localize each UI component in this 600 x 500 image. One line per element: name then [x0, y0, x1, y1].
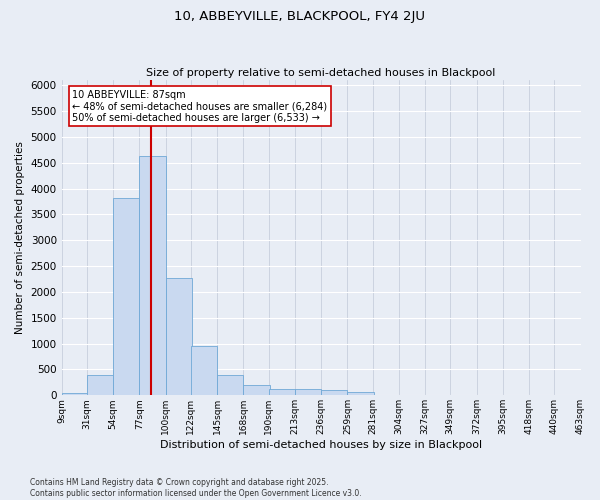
Bar	[347, 392, 374, 396]
Bar	[139, 156, 166, 396]
Bar	[244, 385, 269, 396]
Bar	[295, 390, 321, 396]
Bar	[321, 390, 347, 396]
Bar	[217, 375, 244, 396]
Text: 10, ABBEYVILLE, BLACKPOOL, FY4 2JU: 10, ABBEYVILLE, BLACKPOOL, FY4 2JU	[175, 10, 425, 23]
Text: Contains HM Land Registry data © Crown copyright and database right 2025.
Contai: Contains HM Land Registry data © Crown c…	[30, 478, 362, 498]
Bar	[373, 395, 399, 396]
Text: 10 ABBEYVILLE: 87sqm
← 48% of semi-detached houses are smaller (6,284)
50% of se: 10 ABBEYVILLE: 87sqm ← 48% of semi-detac…	[72, 90, 327, 123]
Title: Size of property relative to semi-detached houses in Blackpool: Size of property relative to semi-detach…	[146, 68, 496, 78]
Y-axis label: Number of semi-detached properties: Number of semi-detached properties	[15, 142, 25, 334]
Bar	[87, 375, 113, 396]
Bar	[62, 392, 88, 396]
Bar	[269, 388, 295, 396]
Bar	[113, 198, 139, 396]
Bar	[166, 278, 192, 396]
X-axis label: Distribution of semi-detached houses by size in Blackpool: Distribution of semi-detached houses by …	[160, 440, 482, 450]
Bar	[191, 346, 217, 396]
